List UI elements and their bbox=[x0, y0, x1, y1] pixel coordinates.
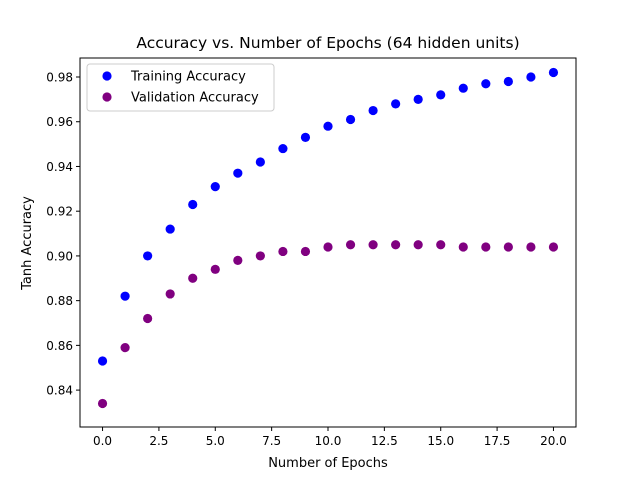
data-point bbox=[278, 246, 288, 257]
y-tick-label: 0.90 bbox=[46, 249, 73, 263]
legend-marker bbox=[102, 92, 112, 102]
x-tick-label: 7.5 bbox=[262, 434, 281, 448]
x-tick-label: 12.5 bbox=[371, 434, 398, 448]
data-point bbox=[413, 94, 423, 104]
data-point bbox=[210, 264, 220, 274]
data-point bbox=[120, 291, 130, 301]
y-tick-label: 0.84 bbox=[46, 384, 73, 398]
x-tick-label: 2.5 bbox=[149, 434, 168, 448]
legend-marker bbox=[102, 71, 112, 81]
data-point bbox=[165, 289, 175, 299]
data-point bbox=[458, 242, 468, 252]
data-point bbox=[233, 255, 243, 265]
y-tick-label: 0.94 bbox=[46, 160, 73, 174]
data-point bbox=[300, 246, 311, 257]
x-tick-label: 20.0 bbox=[540, 434, 567, 448]
data-point bbox=[526, 242, 536, 252]
x-tick-label: 17.5 bbox=[484, 434, 511, 448]
data-point bbox=[436, 240, 446, 250]
data-point bbox=[233, 168, 243, 178]
data-point bbox=[503, 76, 513, 87]
data-point bbox=[368, 240, 378, 250]
series-training bbox=[97, 67, 559, 366]
data-point bbox=[300, 132, 311, 142]
y-tick-label: 0.96 bbox=[46, 115, 73, 129]
data-point bbox=[526, 72, 536, 82]
data-point bbox=[503, 242, 513, 252]
series-validation bbox=[97, 240, 559, 409]
data-point bbox=[255, 251, 265, 261]
chart-title: Accuracy vs. Number of Epochs (64 hidden… bbox=[136, 34, 519, 52]
data-point bbox=[278, 143, 288, 154]
data-point bbox=[255, 157, 265, 167]
legend-label: Validation Accuracy bbox=[131, 91, 259, 106]
data-point bbox=[481, 242, 491, 252]
x-axis-label: Number of Epochs bbox=[268, 456, 388, 471]
data-point bbox=[188, 199, 198, 210]
data-point bbox=[143, 313, 153, 324]
y-axis-label: Tanh Accuracy bbox=[20, 196, 35, 291]
data-point bbox=[481, 79, 491, 89]
y-tick-label: 0.86 bbox=[46, 339, 73, 353]
data-point bbox=[345, 114, 356, 125]
data-point bbox=[97, 398, 108, 409]
data-point bbox=[458, 83, 468, 93]
x-tick-label: 15.0 bbox=[427, 434, 454, 448]
data-point bbox=[323, 242, 333, 252]
data-point bbox=[368, 105, 378, 116]
data-point bbox=[413, 240, 423, 250]
data-point bbox=[345, 240, 356, 250]
y-tick-label: 0.92 bbox=[46, 205, 73, 219]
data-point bbox=[165, 224, 175, 234]
y-tick-label: 0.98 bbox=[46, 71, 73, 85]
data-point bbox=[210, 181, 220, 192]
data-point bbox=[548, 67, 559, 78]
data-point bbox=[436, 90, 446, 100]
legend-label: Training Accuracy bbox=[130, 70, 246, 85]
legend-box bbox=[86, 63, 275, 112]
data-point bbox=[391, 240, 401, 250]
x-tick-label: 0.0 bbox=[93, 434, 112, 448]
x-tick-label: 10.0 bbox=[315, 434, 342, 448]
y-tick-label: 0.88 bbox=[46, 294, 73, 308]
data-point bbox=[97, 356, 108, 366]
data-point bbox=[120, 343, 130, 353]
data-point bbox=[391, 99, 401, 109]
data-point bbox=[188, 273, 198, 283]
legend: Training Accuracy Validation Accuracy bbox=[86, 63, 275, 112]
plot-area: 0.0 2.5 5.0 7.5 10.0 12.5 15.0 17.5 20.0 0.84 0.86… bbox=[46, 57, 577, 448]
data-point bbox=[548, 242, 559, 252]
x-tick-label: 5.0 bbox=[206, 434, 225, 448]
data-point bbox=[323, 121, 333, 131]
data-point bbox=[143, 251, 153, 261]
